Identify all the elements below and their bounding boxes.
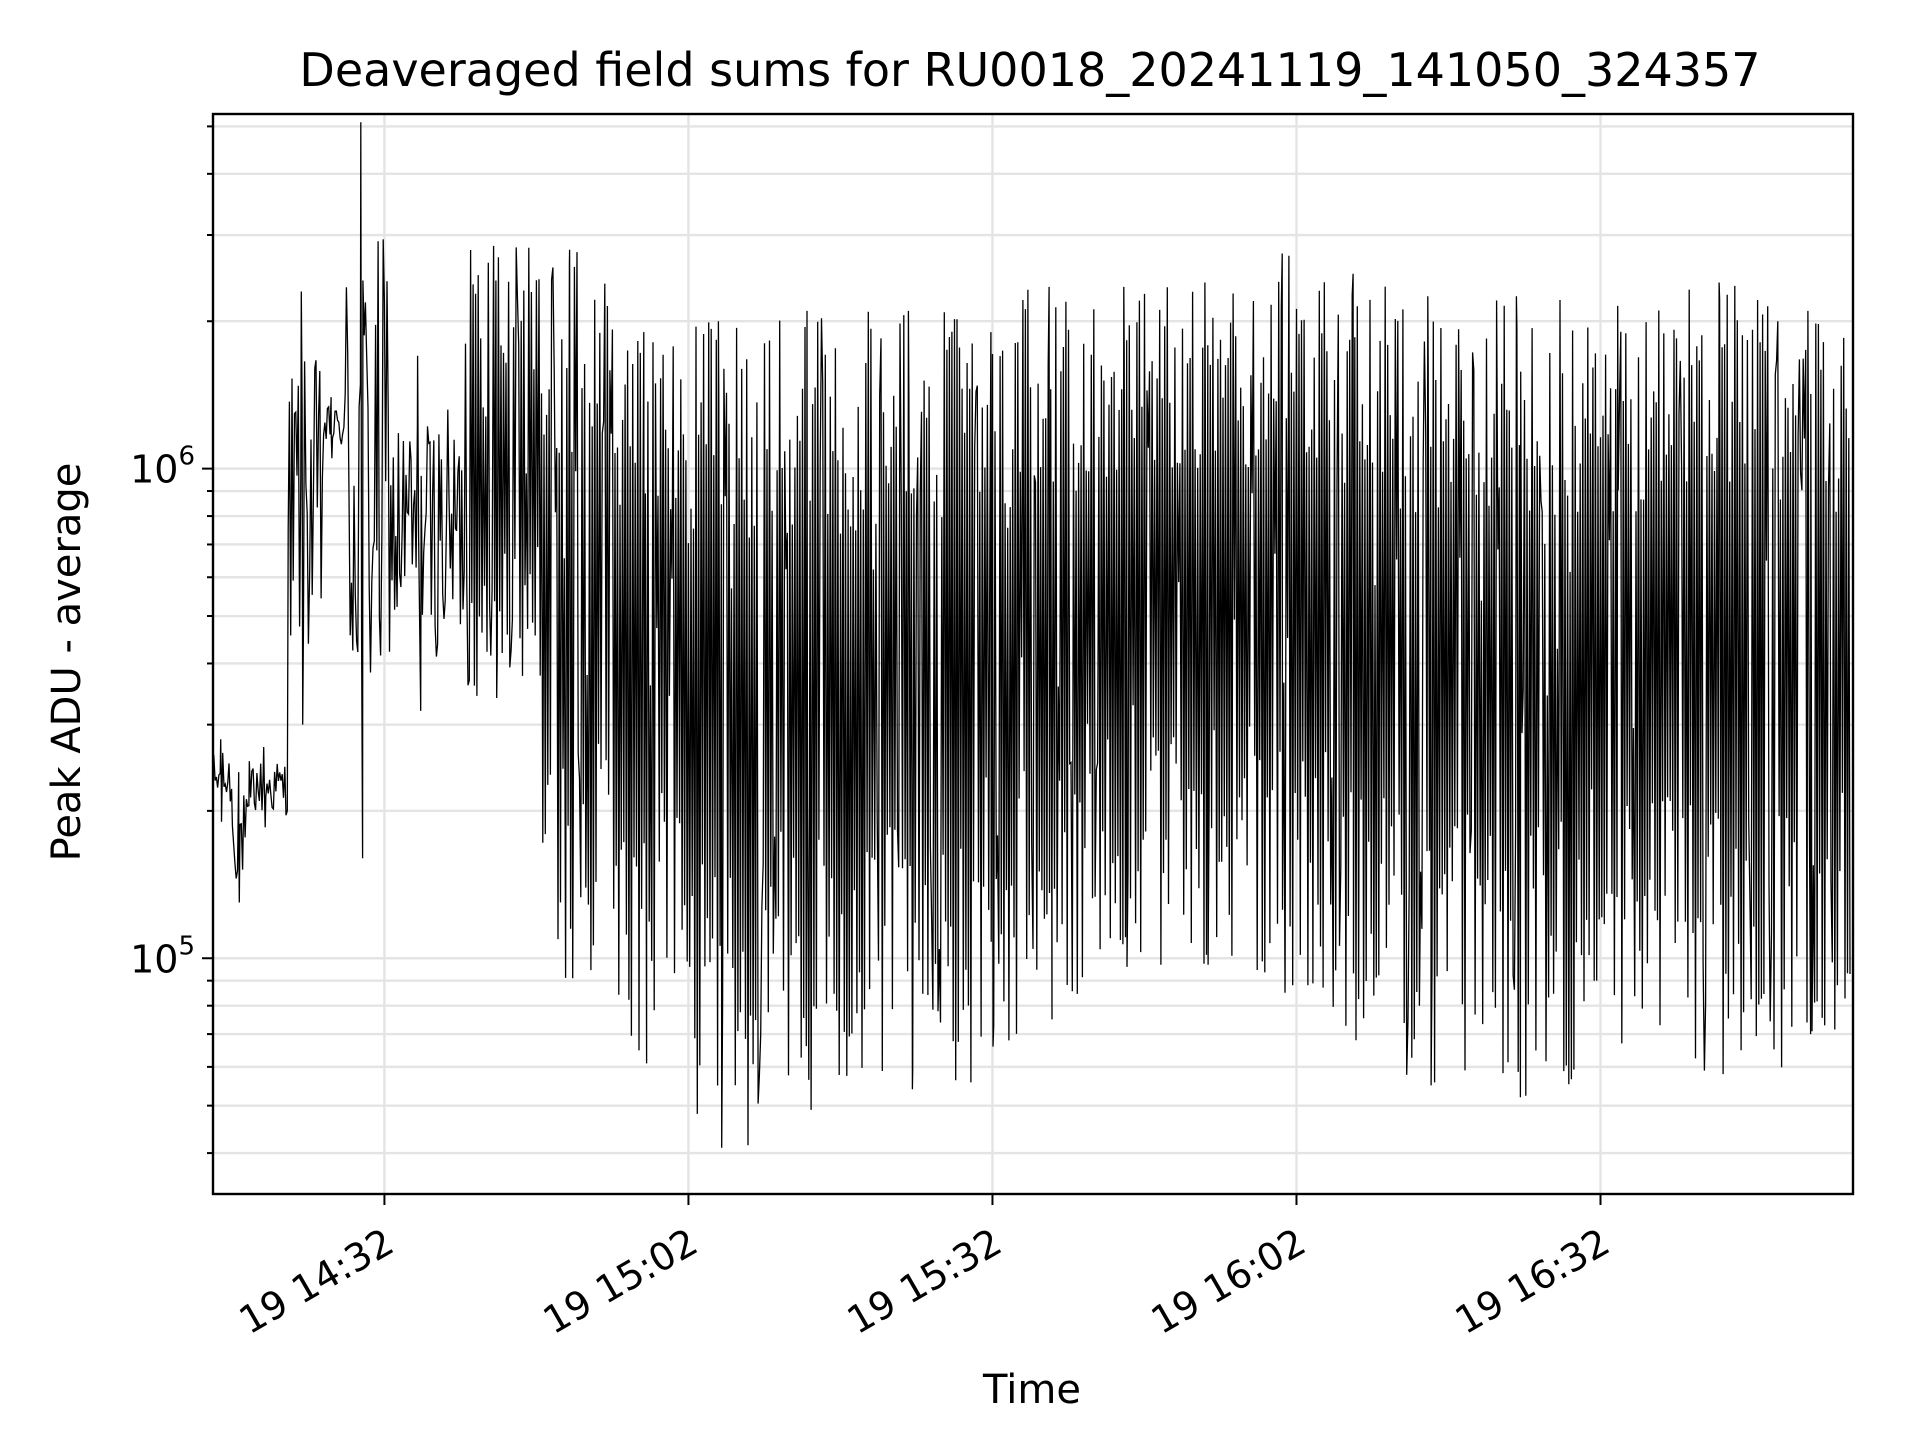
x-tick-label: 19 16:32 (1448, 1220, 1617, 1343)
plot-area (213, 122, 1851, 1148)
x-tick-label: 19 15:32 (840, 1220, 1009, 1343)
x-tick-label: 19 15:02 (536, 1220, 705, 1343)
x-axis-label: Time (982, 1367, 1081, 1413)
series-line (213, 122, 1851, 1148)
x-axis: 19 14:32 19 15:02 19 15:32 19 16:02 19 16:32 (232, 1194, 1617, 1343)
y-axis-label: Peak ADU - average (44, 463, 90, 862)
axes-frame (211, 112, 1855, 1196)
y-tick-label: 105 (130, 931, 195, 981)
chart-title: Deaveraged field sums for RU0018_2024111… (299, 43, 1760, 97)
x-tick-label: 19 16:02 (1144, 1220, 1313, 1343)
y-axis: 105 106 (130, 125, 213, 1155)
x-tick-label: 19 14:32 (232, 1220, 401, 1343)
y-tick-label: 106 (130, 442, 195, 492)
